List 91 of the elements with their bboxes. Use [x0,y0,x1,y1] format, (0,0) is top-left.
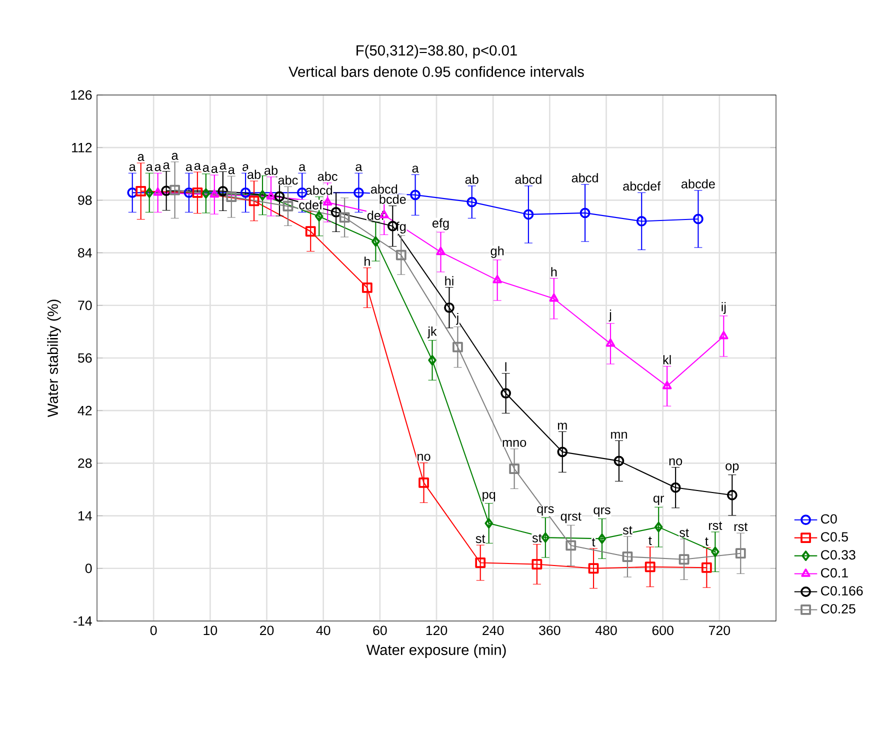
data-label: j [456,312,458,325]
data-label: a [163,162,170,170]
x-tick-label: 0 [150,626,157,636]
data-label: ab [465,174,478,184]
y-tick-label: 28 [78,458,92,468]
data-label: h [551,267,557,276]
y-tick-label: 14 [78,511,92,520]
data-label: no [669,458,682,466]
x-tick-label: 10 [204,626,218,636]
data-label: gh [490,246,504,258]
data-label: a [211,166,218,174]
data-label: rst [734,522,748,532]
chart-title: F(50,312)=38.80, p<0.01 [356,44,517,58]
data-label: mn [611,432,627,439]
x-tick-label: 360 [539,626,560,636]
data-label: abcd [515,174,542,184]
x-tick-label: 720 [708,626,730,636]
data-label: abcdef [623,181,661,191]
data-label: op [726,463,739,473]
chart-subtitle: Vertical bars denote 0.95 confidence intervals [288,66,584,77]
y-tick-label: 98 [78,195,92,205]
data-label: efg [432,218,449,230]
data-label: pq [482,492,496,502]
data-label: a [202,164,210,172]
data-label: kl [663,355,671,364]
data-label: a [356,164,362,172]
data-label: st [532,534,542,542]
legend-label: C0.33 [821,550,856,560]
y-tick-label: -14 [74,616,92,626]
x-tick-label: 120 [426,626,448,636]
y-tick-label: 56 [78,353,92,363]
y-tick-label: 0 [85,564,92,574]
data-label: abcd [370,184,398,194]
y-tick-label: 70 [78,300,92,310]
data-label: m [558,422,567,430]
data-label: cdef [299,200,323,210]
legend-label: C0.5 [821,532,848,542]
data-label: a [412,166,419,173]
data-label: ij [722,302,726,314]
x-tick-label: 240 [482,626,504,636]
data-label: a [299,164,306,172]
x-tick-label: 20 [260,626,274,636]
y-axis-title: Water stability (%) [47,300,61,418]
data-label: a [154,164,162,172]
data-label: qrs [594,507,610,517]
data-label: a [138,154,144,161]
data-label: abcde [681,179,715,188]
data-label: l [505,362,506,372]
data-label: abcd [306,186,332,195]
data-label: j [608,310,612,322]
data-label: a [186,164,192,172]
data-label: qr [653,496,664,506]
data-label: ab [264,166,278,175]
x-axis-title: Water exposure (min) [366,644,506,658]
data-label: t [648,536,652,545]
data-label: bcde [380,194,406,204]
data-label: a [146,164,153,172]
x-tick-label: 60 [373,626,387,636]
data-label: abc [278,175,298,185]
data-label: a [129,164,136,172]
data-label: a [172,152,178,160]
legend-label: C0.25 [821,604,856,614]
data-label: abc [318,172,338,181]
y-tick-label: 84 [78,248,92,258]
data-label: a [194,163,201,170]
y-tick-label: 126 [71,90,92,100]
legend-label: C0 [821,514,837,524]
data-label: ab [248,170,261,180]
data-label: abcd [572,173,598,182]
data-label: st [476,534,486,544]
x-tick-label: 480 [595,626,617,636]
data-label: qrst [560,512,582,524]
data-label: h [364,256,370,266]
data-label: a [228,167,235,174]
data-label: no [418,454,430,461]
y-tick-label: 42 [78,406,92,416]
y-tick-label: 112 [72,142,92,152]
legend-label: C0.166 [821,586,863,596]
data-label: jk [427,326,437,338]
data-label: st [622,526,632,534]
data-label: a [220,162,226,170]
data-label: t [592,538,596,546]
data-label: t [705,537,708,546]
x-tick-label: 40 [316,626,330,636]
data-label: hi [445,276,454,286]
legend-label: C0.1 [821,568,848,578]
x-tick-label: 600 [652,626,674,636]
data-label: mno [502,440,526,447]
data-label: qrs [537,506,554,516]
data-label: st [679,528,689,538]
data-label: rst [708,522,722,530]
